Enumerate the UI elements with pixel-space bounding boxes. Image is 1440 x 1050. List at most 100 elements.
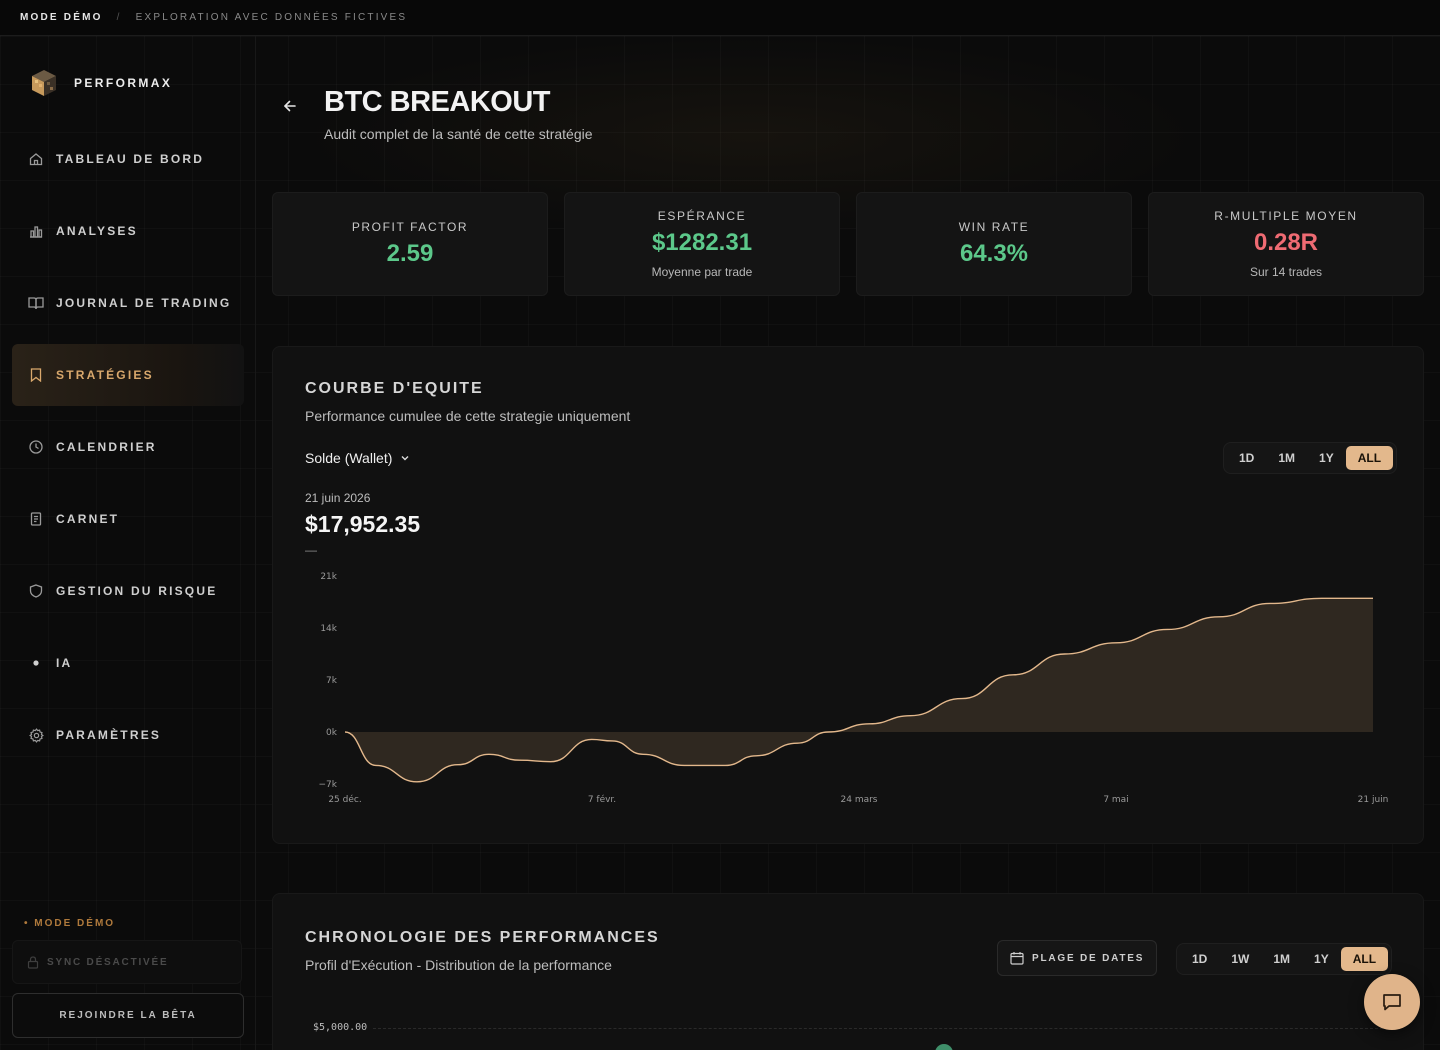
x-tick-label: 24 mars: [841, 795, 878, 805]
equity-point: [1167, 629, 1169, 631]
x-tick-label: 21 juin: [1358, 795, 1389, 805]
nav-label: PARAMÈTRES: [56, 728, 162, 742]
range-1m[interactable]: 1M: [1273, 952, 1291, 966]
date-range-button[interactable]: PLAGE DE DATES: [997, 940, 1158, 976]
range-1d[interactable]: 1D: [1192, 952, 1208, 966]
notebook-icon: [28, 511, 44, 527]
equity-area: [345, 598, 1373, 782]
equity-point: [1269, 603, 1271, 605]
x-tick-label: 7 févr.: [588, 794, 616, 805]
kpi-value: $1282.31: [651, 229, 753, 256]
y-tick-label: 0k: [326, 728, 338, 738]
equity-point: [827, 731, 829, 733]
sync-status: SYNC DÉSACTIVÉE: [12, 940, 242, 984]
chat-bubble-icon: [1383, 994, 1401, 1011]
kpi-value: 64.3%: [959, 240, 1029, 267]
nav-label: GESTION DU RISQUE: [56, 584, 218, 598]
hover-value: $17,952.35: [305, 511, 421, 537]
kpi-card-r-multiple: R-MULTIPLE MOYEN 0.28R Sur 14 trades: [1148, 192, 1424, 296]
page-subtitle: Audit complet de la santé de cette strat…: [324, 126, 593, 142]
nav-label: JOURNAL DE TRADING: [56, 296, 232, 310]
equity-point: [1064, 653, 1066, 655]
kpi-card-profit-factor: PROFIT FACTOR 2.59: [272, 192, 548, 296]
equity-point: [961, 698, 963, 700]
dot-icon: [28, 655, 44, 671]
nav-item-tableau-de-bord[interactable]: TABLEAU DE BORD: [12, 128, 244, 190]
nav-item-calendrier[interactable]: CALENDRIER: [12, 416, 244, 478]
nav-item-journal-de-trading[interactable]: JOURNAL DE TRADING: [12, 272, 244, 334]
nav-item-gestion-du-risque[interactable]: GESTION DU RISQUE: [12, 560, 244, 622]
nav-item-ia[interactable]: IA: [12, 632, 244, 694]
nav-item-carnet[interactable]: CARNET: [12, 488, 244, 550]
sidebar: PERFORMAX TABLEAU DE BORD ANALYSES JOURN…: [0, 36, 256, 1050]
range-1m[interactable]: 1M: [1278, 451, 1296, 465]
timeline-data-point[interactable]: [935, 1044, 953, 1050]
range-all[interactable]: ALL: [1345, 446, 1394, 470]
equity-point: [611, 740, 613, 742]
dropdown-value: Solde (Wallet): [305, 450, 393, 466]
range-all[interactable]: ALL: [1340, 947, 1389, 971]
y-tick-label: 7k: [326, 676, 338, 686]
bookmark-icon: [28, 367, 44, 383]
calendar-icon: [1010, 952, 1024, 965]
kpi-title: ESPÉRANCE: [657, 209, 747, 223]
equity-point: [488, 753, 490, 755]
back-arrow-icon[interactable]: [280, 96, 300, 116]
banner-subtitle: EXPLORATION AVEC DONNÉES FICTIVES: [135, 12, 408, 23]
range-1w[interactable]: 1W: [1231, 952, 1250, 966]
change-indicator: —: [305, 543, 317, 557]
equity-point: [344, 731, 346, 733]
equity-curve-card: COURBE D'EQUITE Performance cumulee de c…: [272, 346, 1424, 844]
equity-point: [416, 781, 418, 783]
x-tick-label: 7 mai: [1103, 795, 1128, 805]
nav-item-parametres[interactable]: PARAMÈTRES: [12, 704, 244, 766]
equity-point: [519, 759, 521, 761]
performance-timeline-card: CHRONOLOGIE DES PERFORMANCES Profil d'Ex…: [272, 893, 1424, 1050]
nav-label: TABLEAU DE BORD: [56, 152, 205, 166]
timeline-gridline: [373, 1028, 1383, 1029]
range-1d[interactable]: 1D: [1239, 451, 1255, 465]
equity-point: [457, 764, 459, 766]
equity-chart[interactable]: 21k 14k 7k 0k −7k 25 déc. 7 févr. 24 mars 7 mai 2…: [273, 347, 1425, 845]
brand-name: PERFORMAX: [74, 76, 173, 90]
nav-item-strategies[interactable]: STRATÉGIES: [12, 344, 244, 406]
hover-date: 21 juin 2026: [305, 491, 371, 505]
brand[interactable]: PERFORMAX: [30, 68, 172, 98]
equity-title: COURBE D'EQUITE: [305, 380, 484, 397]
date-range-label: PLAGE DE DATES: [1032, 952, 1145, 964]
equity-point: [725, 765, 727, 767]
home-icon: [28, 151, 44, 167]
chat-button[interactable]: [1364, 974, 1420, 1030]
equity-point: [1218, 616, 1220, 618]
clock-icon: [28, 439, 44, 455]
equity-point: [1372, 597, 1374, 599]
nav-item-analyses[interactable]: ANALYSES: [12, 200, 244, 262]
lock-icon: [27, 955, 39, 969]
x-tick-label: 25 déc.: [328, 794, 361, 805]
nav-label: ANALYSES: [56, 224, 138, 238]
sync-label: SYNC DÉSACTIVÉE: [47, 956, 169, 968]
range-1y[interactable]: 1Y: [1319, 451, 1334, 465]
kpi-sub: Sur 14 trades: [1249, 265, 1323, 279]
equity-point: [683, 765, 685, 767]
timeline-y-tick: $5,000.00: [313, 1022, 368, 1033]
equity-point: [868, 723, 870, 725]
equity-point: [591, 739, 593, 741]
range-1y[interactable]: 1Y: [1314, 952, 1329, 966]
top-banner: MODE DÉMO / EXPLORATION AVEC DONNÉES FIC…: [0, 0, 1440, 36]
equity-point: [1321, 597, 1323, 599]
demo-mode-badge: • MODE DÉMO: [24, 918, 116, 929]
equity-point: [755, 755, 757, 757]
wallet-dropdown[interactable]: Solde (Wallet): [305, 450, 410, 466]
timeline-title: CHRONOLOGIE DES PERFORMANCES: [305, 929, 660, 946]
join-beta-button[interactable]: REJOINDRE LA BÊTA: [12, 993, 244, 1038]
equity-point: [797, 742, 799, 744]
y-tick-label: −7k: [319, 780, 338, 790]
chevron-down-icon: [401, 456, 409, 461]
nav-label: IA: [56, 656, 73, 670]
kpi-title: R-MULTIPLE MOYEN: [1214, 209, 1358, 223]
gear-icon: [28, 727, 44, 743]
cube-logo-icon: [32, 70, 56, 96]
nav-label: CARNET: [56, 512, 120, 526]
kpi-title: WIN RATE: [958, 220, 1030, 234]
